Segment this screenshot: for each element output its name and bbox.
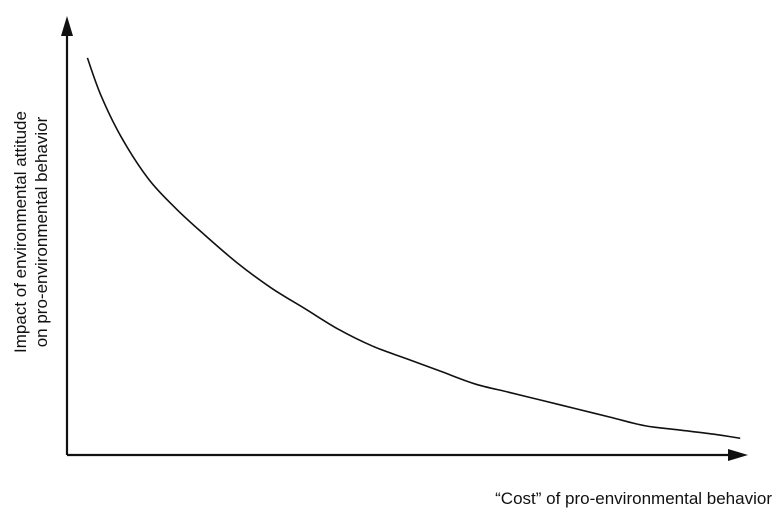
- plot-area: [61, 16, 748, 461]
- y-axis-label-line-1: Impact of environmental attitude: [11, 111, 30, 353]
- x-axis-label: “Cost” of pro-environmental behavior: [495, 489, 772, 508]
- series-line: [86, 57, 741, 440]
- y-axis-label-line-2: on pro-environmental behavior: [32, 116, 51, 347]
- y-axis-arrow-icon: [61, 16, 73, 36]
- x-axis-arrow-icon: [728, 449, 748, 461]
